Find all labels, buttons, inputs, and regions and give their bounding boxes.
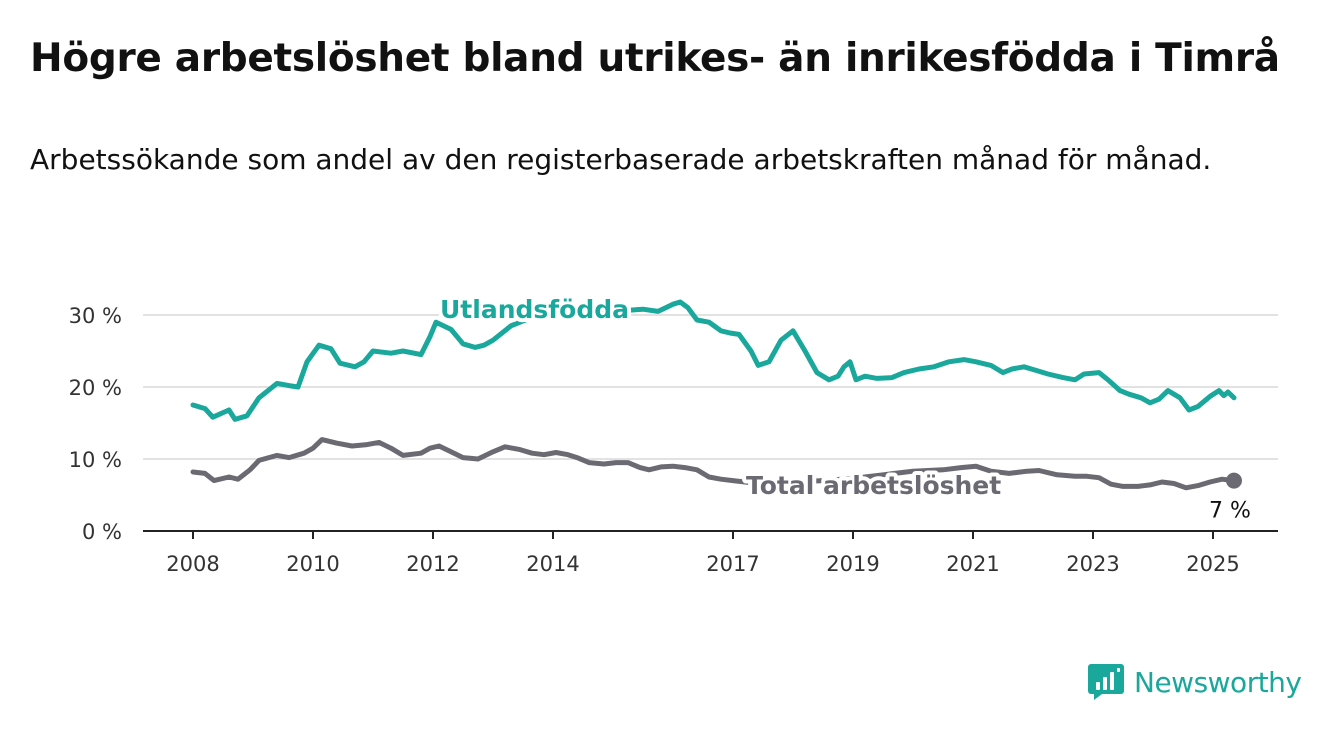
y-tick-label: 20 % (69, 376, 122, 400)
end-value-label: 7 % (1209, 499, 1251, 524)
chart-subtitle: Arbetssökande som andel av den registerb… (30, 143, 1212, 176)
series-label: Total arbetslöshet (746, 471, 1001, 500)
x-tick-label: 2025 (1186, 552, 1239, 576)
x-tick-label: 2017 (706, 552, 759, 576)
end-point-marker (1226, 472, 1242, 489)
brand-logo: Newsworthy (1088, 660, 1302, 704)
y-tick-label: 10 % (69, 448, 122, 472)
series-label: Utlandsfödda (440, 295, 629, 324)
x-tick-label: 2019 (826, 552, 879, 576)
newsworthy-logo-icon (1088, 664, 1124, 700)
x-tick-label: 2008 (166, 552, 219, 576)
chart-title: Högre arbetslöshet bland utrikes- än inr… (30, 36, 1280, 81)
line-chart: 0 % 10 % 20 % 30 % 2008 2010 2012 2014 2017 2019 2… (68, 295, 1278, 576)
series-line-utlandsfodda (190, 299, 1237, 422)
x-tick-label: 2012 (406, 552, 459, 576)
x-tick-label: 2014 (526, 552, 579, 576)
y-tick-label: 30 % (69, 304, 122, 328)
y-tick-label: 0 % (82, 520, 122, 544)
x-tick-label: 2021 (946, 552, 999, 576)
x-tick-label: 2010 (286, 552, 339, 576)
x-tick-label: 2023 (1066, 552, 1119, 576)
series-line-total (190, 437, 1237, 491)
brand-name: Newsworthy (1134, 665, 1302, 699)
